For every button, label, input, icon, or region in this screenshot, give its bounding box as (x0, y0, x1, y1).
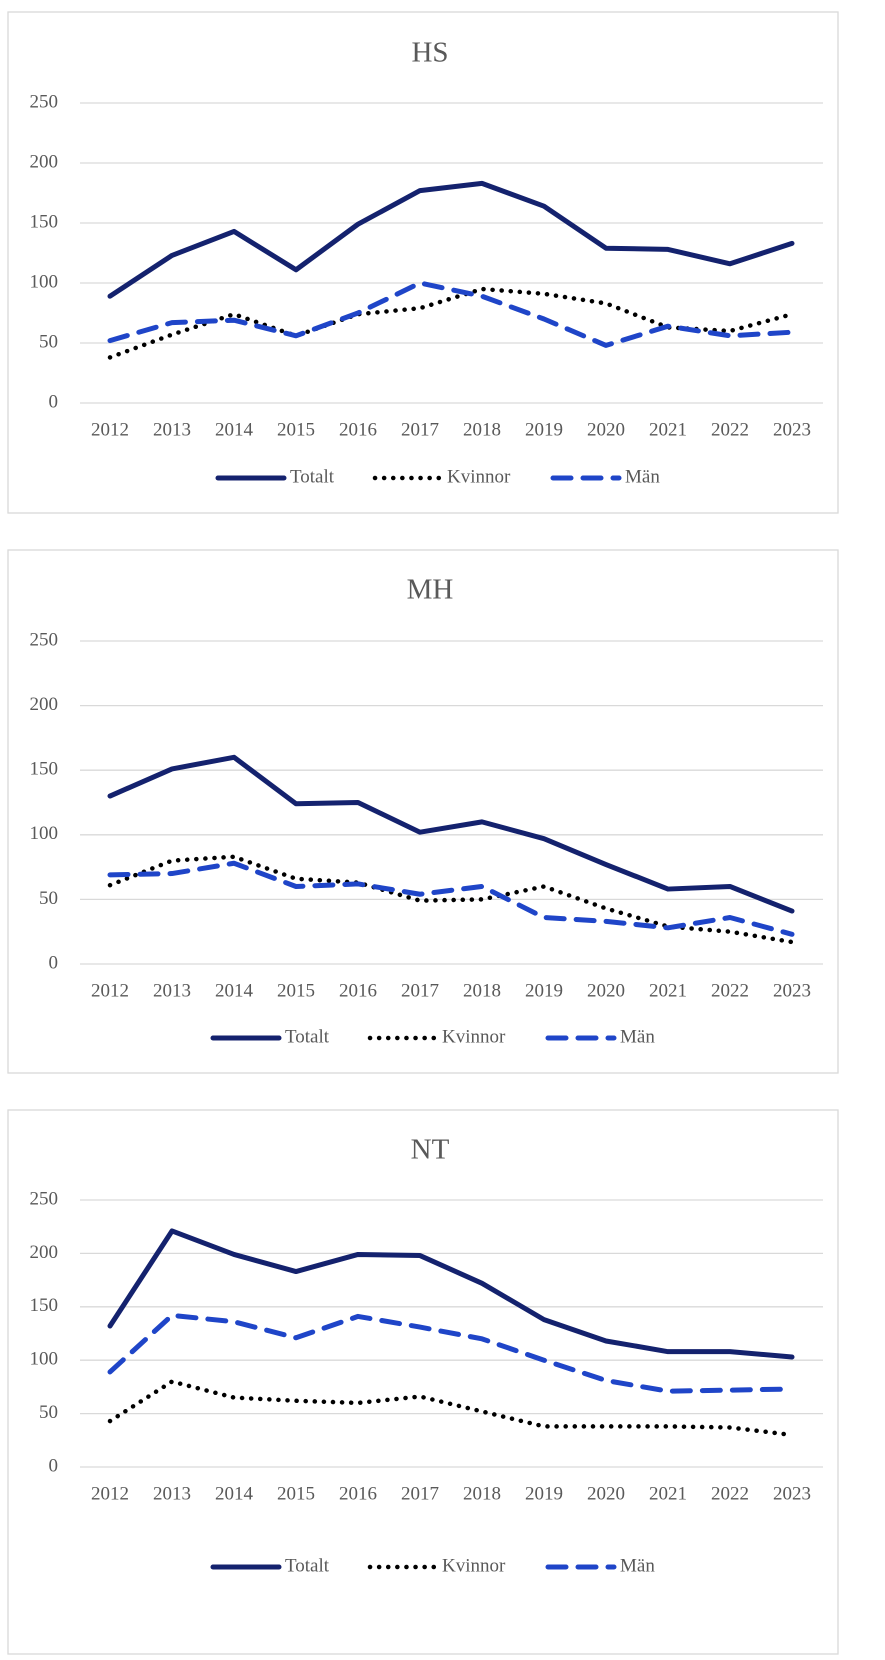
x-tick-label: 2013 (153, 1483, 191, 1504)
y-tick-label: 250 (30, 1188, 59, 1209)
x-tick-label: 2016 (339, 980, 377, 1001)
y-tick-label: 200 (30, 1242, 59, 1263)
x-tick-label: 2015 (277, 419, 315, 440)
series-line (107, 1379, 795, 1438)
x-tick-label: 2017 (401, 1483, 439, 1504)
x-tick-label: 2014 (215, 419, 254, 440)
x-tick-label: 2014 (215, 1483, 254, 1504)
series-line (107, 1228, 795, 1360)
y-tick-label: 100 (30, 823, 59, 844)
y-tick-label: 250 (30, 91, 59, 112)
x-tick-label: 2017 (401, 980, 439, 1001)
x-tick-label: 2016 (339, 419, 377, 440)
legend-label: Totalt (290, 466, 335, 487)
chart-frame (7, 549, 839, 1074)
x-tick-label: 2012 (91, 419, 129, 440)
x-tick-label: 2022 (711, 1483, 749, 1504)
legend-label: Kvinnor (442, 1555, 506, 1576)
legend-label: Totalt (285, 1555, 330, 1576)
chart-frame (7, 11, 839, 514)
y-tick-label: 0 (49, 952, 59, 973)
x-tick-label: 2022 (711, 980, 749, 1001)
x-tick-label: 2016 (339, 1483, 377, 1504)
legend-label: Totalt (285, 1026, 330, 1047)
legend-label: Män (620, 1555, 655, 1576)
y-tick-label: 0 (49, 391, 59, 412)
x-tick-label: 2020 (587, 980, 625, 1001)
x-tick-label: 2021 (649, 980, 687, 1001)
x-tick-label: 2017 (401, 419, 439, 440)
x-tick-label: 2018 (463, 419, 501, 440)
legend-label: Män (620, 1026, 655, 1047)
series-line (107, 180, 795, 299)
legend-label: Kvinnor (442, 1026, 506, 1047)
x-tick-label: 2019 (525, 419, 563, 440)
chart-title: NT (411, 1134, 450, 1166)
x-tick-label: 2015 (277, 980, 315, 1001)
y-tick-label: 50 (39, 1402, 58, 1423)
chart-title: HS (411, 37, 448, 69)
x-tick-label: 2020 (587, 1483, 625, 1504)
y-tick-label: 50 (39, 331, 58, 352)
x-tick-label: 2018 (463, 980, 501, 1001)
x-tick-label: 2019 (525, 1483, 563, 1504)
x-tick-label: 2023 (773, 1483, 811, 1504)
x-tick-label: 2020 (587, 419, 625, 440)
x-tick-label: 2012 (91, 980, 129, 1001)
x-tick-label: 2022 (711, 419, 749, 440)
y-tick-label: 100 (30, 271, 59, 292)
y-tick-label: 150 (30, 759, 59, 780)
x-tick-label: 2013 (153, 419, 191, 440)
legend-label: Män (625, 466, 660, 487)
legend-label: Kvinnor (447, 466, 511, 487)
x-tick-label: 2013 (153, 980, 191, 1001)
series-line (107, 280, 795, 348)
chart-frame (7, 1109, 839, 1655)
series-line (107, 754, 795, 914)
x-tick-label: 2023 (773, 419, 811, 440)
y-tick-label: 200 (30, 151, 59, 172)
x-tick-label: 2021 (649, 419, 687, 440)
series-line (107, 1312, 795, 1394)
series-line (107, 860, 795, 937)
y-tick-label: 150 (30, 211, 59, 232)
x-tick-label: 2019 (525, 980, 563, 1001)
y-tick-label: 50 (39, 888, 58, 909)
chart-title: MH (407, 574, 454, 606)
y-tick-label: 0 (49, 1455, 59, 1476)
x-tick-label: 2018 (463, 1483, 501, 1504)
y-tick-label: 200 (30, 694, 59, 715)
y-tick-label: 100 (30, 1349, 59, 1370)
y-tick-label: 150 (30, 1295, 59, 1316)
series-line (107, 854, 795, 945)
x-tick-label: 2012 (91, 1483, 129, 1504)
x-tick-label: 2015 (277, 1483, 315, 1504)
y-tick-label: 250 (30, 629, 59, 650)
x-tick-label: 2021 (649, 1483, 687, 1504)
x-tick-label: 2023 (773, 980, 811, 1001)
x-tick-label: 2014 (215, 980, 254, 1001)
